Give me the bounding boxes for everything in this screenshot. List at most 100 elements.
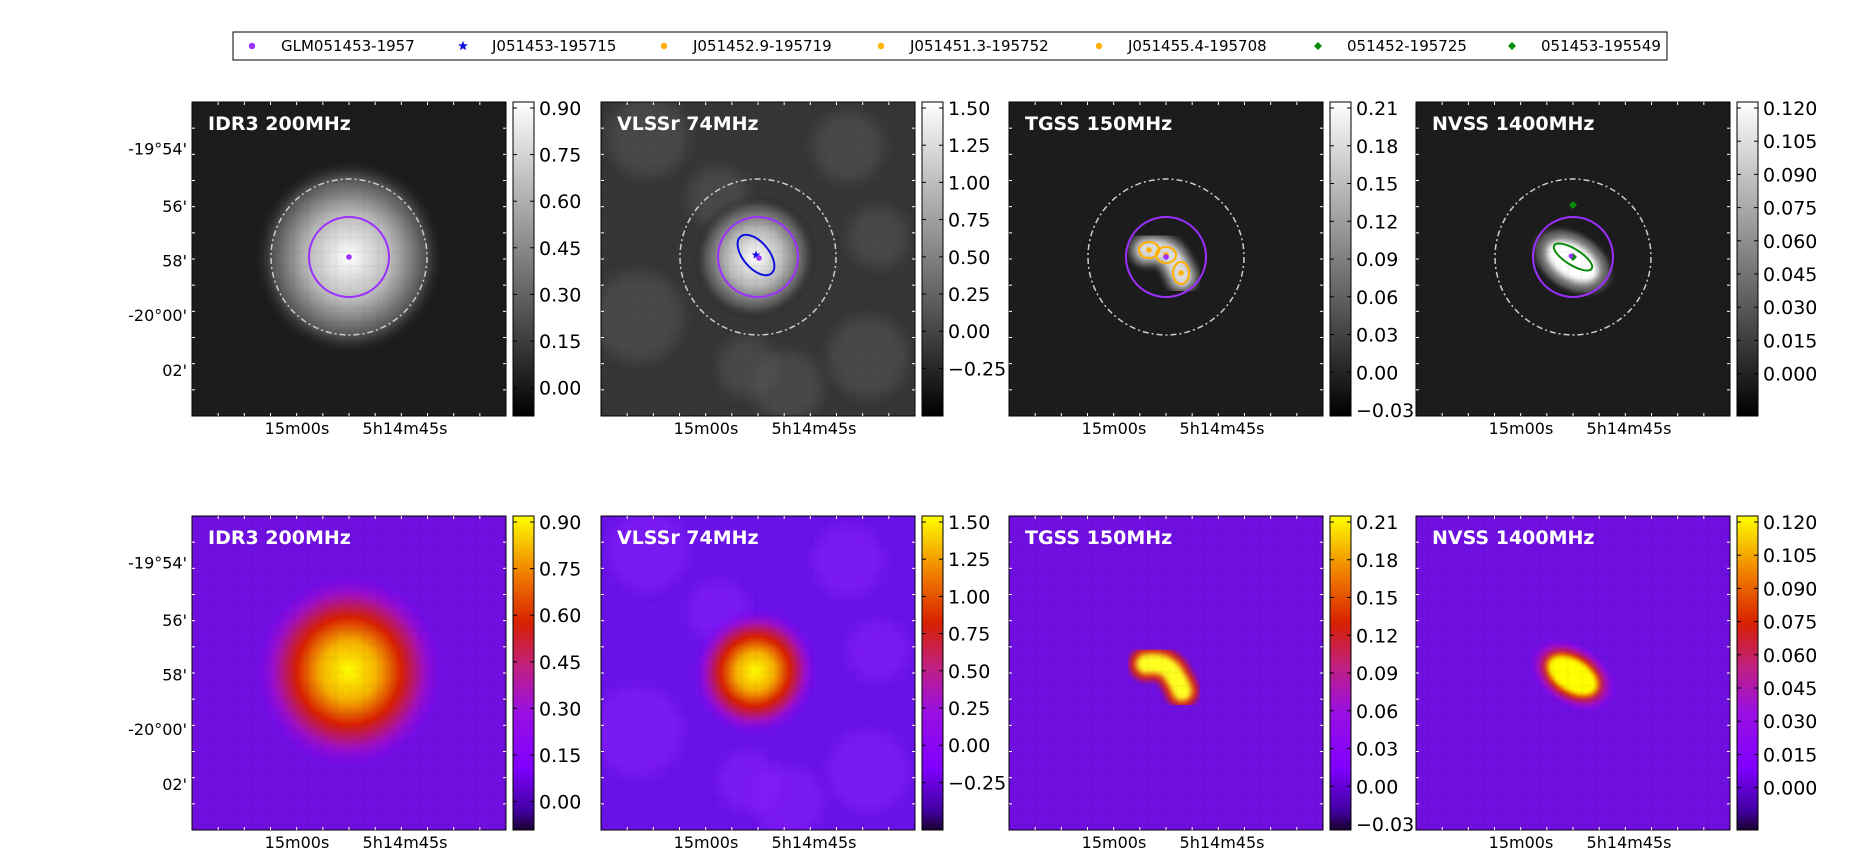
- legend-label: J051453-195715: [491, 37, 616, 55]
- colorbar-tick-label: 0.15: [1356, 174, 1398, 196]
- colorbar-tick-label: 0.15: [539, 745, 581, 767]
- colorbar-tick-label: 0.00: [948, 735, 990, 757]
- legend: GLM051453-1957 J051453-195715 J051452.9-19…: [232, 31, 1668, 61]
- colorbar-tick-label: 1.00: [948, 586, 990, 608]
- colorbar: [1736, 101, 1759, 417]
- colorbar-tick-label: 0.075: [1763, 612, 1817, 634]
- legend-marker-icon: [1508, 42, 1516, 50]
- colorbar-tick-label: −0.03: [1356, 814, 1414, 836]
- colorbar-tick-label: 1.50: [948, 512, 990, 534]
- colorbar-tick-label: 0.75: [948, 624, 990, 646]
- legend-label: 051453-195549: [1541, 37, 1661, 55]
- colorbar-tick-label: 0.30: [539, 284, 581, 306]
- legend-entry: GLM051453-1957: [248, 37, 415, 55]
- panel-title: TGSS 150MHz: [1025, 527, 1172, 549]
- x-tick-label: 5h14m45s: [1180, 419, 1265, 438]
- map-panel: TGSS 150MHz 15m00s 5h14m45s 0.21 0.18 0.15 0.1…: [1008, 512, 1414, 852]
- x-tick-label: 5h14m45s: [1587, 419, 1672, 438]
- colorbar-tick-label: 0.000: [1763, 364, 1817, 386]
- panel-title: TGSS 150MHz: [1025, 113, 1172, 135]
- panel-title: IDR3 200MHz: [208, 113, 351, 135]
- legend-label: J051452.9-195719: [692, 37, 832, 55]
- colorbar-tick-label: 0.090: [1763, 164, 1817, 186]
- panel-title: IDR3 200MHz: [208, 527, 351, 549]
- x-tick-label: 5h14m45s: [363, 833, 448, 852]
- search-radius-circle: [1494, 178, 1652, 336]
- map-panel: VLSSr 74MHz 15m00s 5h14m45s 1.50 1.25 1.00 0.7…: [600, 512, 1006, 852]
- colorbar-tick-label: −0.25: [948, 772, 1006, 794]
- panel-title: VLSSr 74MHz: [617, 527, 759, 549]
- map-panel: IDR3 200MHz 15m00s 5h14m45s -19°54' 56' 58' -2…: [128, 512, 581, 852]
- colorbar-tick-label: 0.75: [539, 145, 581, 167]
- colorbar-tick-label: 0.015: [1763, 744, 1817, 766]
- y-tick-label: 02': [162, 775, 187, 794]
- x-tick-label: 15m00s: [1082, 833, 1147, 852]
- map-image: [601, 102, 915, 416]
- source-marker-icon: [1178, 270, 1184, 276]
- colorbar-tick-label: 0.00: [539, 792, 581, 814]
- colorbar-tick-label: 0.015: [1763, 330, 1817, 352]
- colorbar-tick-label: 0.045: [1763, 678, 1817, 700]
- legend-marker-icon: [1314, 42, 1322, 50]
- colorbar-tick-label: 0.50: [948, 247, 990, 269]
- source-marker-icon: [1568, 253, 1574, 259]
- legend-entry: 051453-195549: [1508, 37, 1661, 55]
- colorbar-tick-label: 1.50: [948, 98, 990, 120]
- colorbar-tick-label: 0.12: [1356, 625, 1398, 647]
- colorbar-tick-label: 0.06: [1356, 701, 1398, 723]
- gleam-beam-ellipse: [1125, 216, 1207, 298]
- colorbar: [921, 101, 944, 417]
- colorbar-tick-label: 0.15: [1356, 588, 1398, 610]
- map-image: [192, 516, 506, 830]
- colorbar-tick-label: 0.000: [1763, 778, 1817, 800]
- gleam-beam-ellipse: [717, 216, 799, 298]
- map-panel: NVSS 1400MHz 15m00s 5h14m45s 0.120 0.105 0.09…: [1415, 512, 1817, 852]
- colorbar-tick-label: 0.06: [1356, 287, 1398, 309]
- source-marker-icon: [1146, 247, 1152, 253]
- colorbar-tick-label: 0.25: [948, 284, 990, 306]
- x-tick-label: 5h14m45s: [1587, 833, 1672, 852]
- colorbar-tick-label: 0.03: [1356, 325, 1398, 347]
- colorbar: [512, 101, 535, 417]
- source-marker-icon: [1163, 254, 1169, 260]
- y-tick-label: 58': [162, 665, 187, 684]
- y-tick-label: 56': [162, 611, 187, 630]
- gleam-beam-ellipse: [1532, 216, 1614, 298]
- colorbar-tick-label: 0.45: [539, 652, 581, 674]
- colorbar-tick-label: 0.120: [1763, 512, 1817, 534]
- x-tick-label: 15m00s: [1082, 419, 1147, 438]
- legend-marker-icon: [877, 42, 885, 50]
- colorbar-tick-label: 0.90: [539, 512, 581, 534]
- colorbar-tick-label: 0.75: [539, 559, 581, 581]
- panel-title: NVSS 1400MHz: [1432, 113, 1594, 135]
- legend-label: J051451.3-195752: [909, 37, 1049, 55]
- colorbar-tick-label: 0.50: [948, 661, 990, 683]
- colorbar-tick-label: 0.060: [1763, 645, 1817, 667]
- nvss-ellipse: [1552, 242, 1594, 272]
- diamond-marker-icon: [1569, 201, 1577, 209]
- x-tick-label: 15m00s: [1489, 419, 1554, 438]
- colorbar-tick-label: 0.030: [1763, 711, 1817, 733]
- colorbar-tick-label: 0.45: [539, 238, 581, 260]
- x-tick-label: 5h14m45s: [772, 419, 857, 438]
- colorbar-tick-label: 0.105: [1763, 131, 1817, 153]
- colorbar: [921, 515, 944, 831]
- colorbar-tick-label: 0.120: [1763, 98, 1817, 120]
- colorbar-tick-label: 0.00: [539, 378, 581, 400]
- legend-label: 051452-195725: [1347, 37, 1467, 55]
- search-radius-circle: [679, 178, 837, 336]
- legend-entry: J051452.9-195719: [660, 37, 832, 55]
- colorbar-tick-label: 0.00: [948, 321, 990, 343]
- x-tick-label: 5h14m45s: [1180, 833, 1265, 852]
- map-image: [1416, 516, 1730, 830]
- colorbar-tick-label: 0.18: [1356, 136, 1398, 158]
- colorbar-tick-label: 0.09: [1356, 663, 1398, 685]
- legend-entry: J051453-195715: [458, 37, 616, 55]
- y-tick-label: 58': [162, 251, 187, 270]
- colorbar-tick-label: 0.03: [1356, 739, 1398, 761]
- colorbar: [512, 515, 535, 831]
- y-tick-label: -20°00': [128, 306, 187, 325]
- x-tick-label: 15m00s: [265, 833, 330, 852]
- map-panel: NVSS 1400MHz 15m00s 5h14m45s 0.120 0.105 0.09…: [1415, 98, 1817, 438]
- colorbar-tick-label: 0.21: [1356, 98, 1398, 120]
